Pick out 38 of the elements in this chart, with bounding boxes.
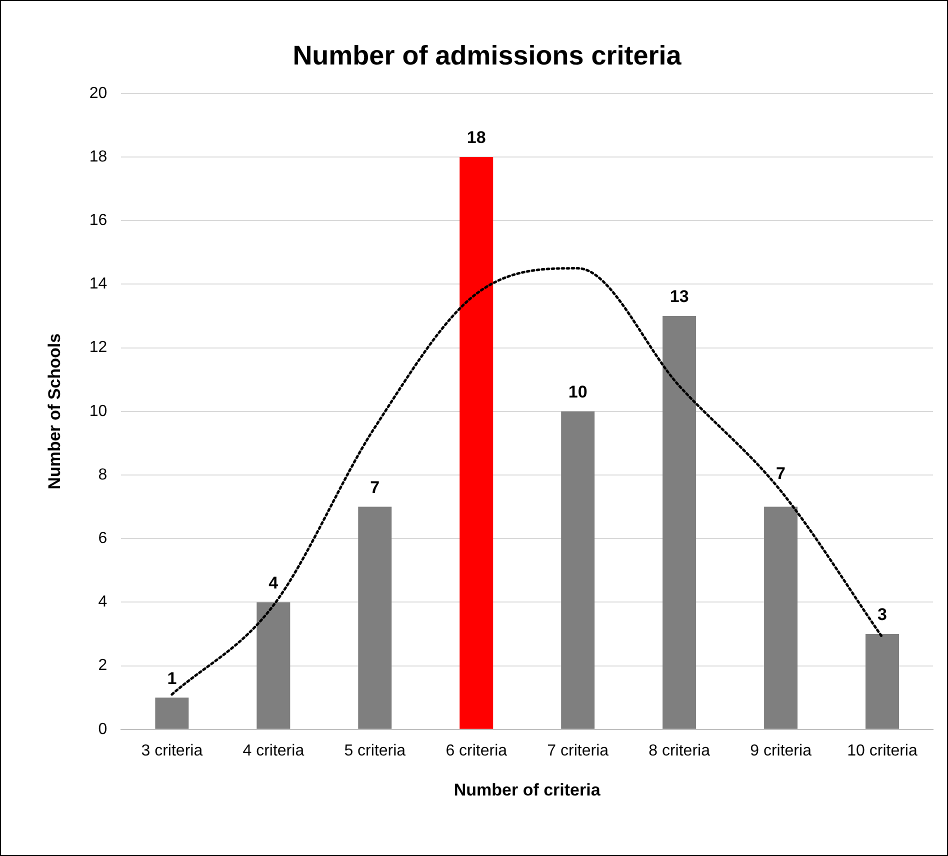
- bar: [662, 316, 696, 729]
- bar: [256, 602, 290, 729]
- bar: [155, 698, 189, 729]
- y-tick-label: 18: [89, 148, 108, 166]
- bar: [866, 634, 900, 729]
- y-axis-title: Number of Schools: [44, 333, 64, 490]
- x-tick-label: 8 criteria: [648, 742, 710, 760]
- x-tick-label: 6 criteria: [446, 742, 508, 760]
- y-tick-label: 2: [98, 657, 108, 674]
- data-label: 4: [268, 573, 279, 592]
- x-tick-label: 5 criteria: [344, 742, 406, 760]
- x-tick-label: 10 criteria: [847, 742, 918, 760]
- y-tick-label: 14: [89, 276, 108, 293]
- y-tick-label: 6: [98, 530, 108, 548]
- x-tick-label: 7 criteria: [547, 742, 609, 760]
- data-label: 3: [878, 605, 887, 624]
- y-tick-label: 16: [89, 212, 108, 230]
- data-label: 18: [466, 128, 486, 148]
- bar: [460, 157, 494, 729]
- y-tick-label: 10: [89, 402, 108, 420]
- data-label: 10: [568, 382, 588, 402]
- data-label: 13: [670, 287, 689, 306]
- bar: [358, 506, 392, 729]
- x-tick-label: 3 criteria: [141, 742, 203, 760]
- bar: [764, 506, 798, 729]
- data-label: 7: [776, 464, 786, 484]
- data-label: 1: [167, 668, 177, 688]
- y-tick-label: 20: [89, 84, 108, 102]
- y-tick-label: 12: [89, 339, 108, 356]
- x-tick-label: 9 criteria: [750, 742, 812, 760]
- data-label: 7: [370, 478, 380, 497]
- bar: [561, 411, 595, 729]
- x-tick-label: 4 criteria: [242, 742, 304, 760]
- y-tick-label: 8: [98, 466, 108, 484]
- x-axis-title: Number of criteria: [454, 780, 601, 800]
- chart-title: Number of admissions criteria: [292, 40, 682, 71]
- y-tick-label: 0: [98, 720, 108, 738]
- y-tick-label: 4: [98, 594, 108, 611]
